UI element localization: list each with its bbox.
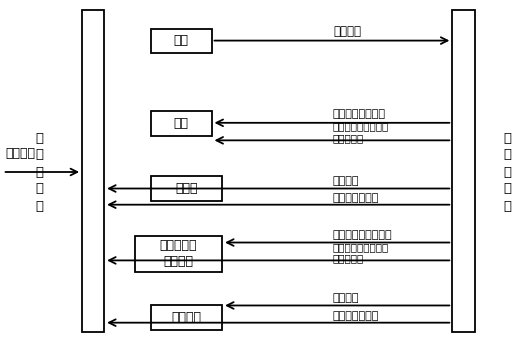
Text: 液膜刚度、阻尼: 液膜刚度、阻尼 (332, 311, 379, 322)
Text: 摩擦载荷: 摩擦载荷 (332, 176, 359, 186)
Text: 液膜刚度、阻尼: 液膜刚度、阻尼 (332, 193, 379, 203)
Text: 电机定转子
及屏蔽套: 电机定转子 及屏蔽套 (160, 239, 197, 268)
Text: 摩擦载荷: 摩擦载荷 (332, 292, 359, 303)
Text: 核
主
泵
泵
轴: 核 主 泵 泵 轴 (504, 131, 512, 213)
Text: 核
主
泵
泵
壳: 核 主 泵 泵 壳 (35, 131, 43, 213)
Bar (82, 10, 104, 332)
Text: 离心力、摩擦载荷: 离心力、摩擦载荷 (332, 109, 385, 119)
Text: 扭矩载荷、电磁拉力: 扭矩载荷、电磁拉力 (332, 229, 392, 240)
Text: 飞轮: 飞轮 (174, 117, 189, 130)
Text: 间隙环流附加质量、
刚度、阻尼: 间隙环流附加质量、 刚度、阻尼 (332, 121, 388, 143)
Bar (151, 176, 222, 201)
Text: 间隙环流附加质量、
刚度、阻尼: 间隙环流附加质量、 刚度、阻尼 (332, 242, 388, 264)
Text: 地震载荷: 地震载荷 (5, 147, 35, 160)
Bar (135, 236, 222, 272)
Text: 推力轴承: 推力轴承 (171, 311, 202, 324)
Bar (151, 111, 212, 136)
Bar (151, 29, 212, 53)
Bar (151, 305, 222, 330)
Text: 导轴承: 导轴承 (175, 182, 198, 195)
Text: 水力载荷: 水力载荷 (333, 25, 361, 38)
Bar (452, 10, 475, 332)
Text: 叶轮: 叶轮 (174, 34, 189, 47)
